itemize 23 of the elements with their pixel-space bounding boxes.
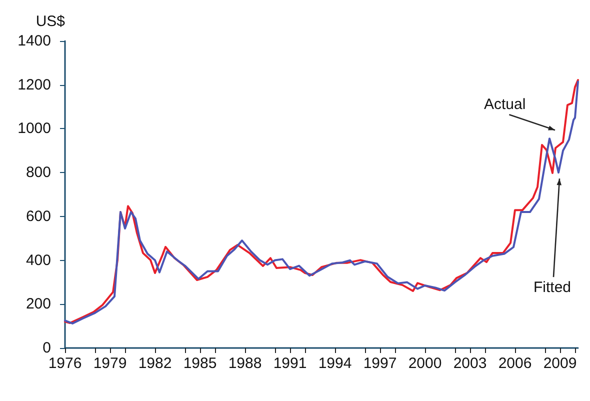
y-tick-label: 400 xyxy=(26,252,51,269)
x-tick-label: 2000 xyxy=(408,355,442,372)
y-tick-label: 800 xyxy=(26,164,51,182)
y-tick-label: 600 xyxy=(26,208,51,225)
x-tick-label: 2003 xyxy=(453,355,487,372)
x-tick-label: 1982 xyxy=(138,355,172,372)
y-tick-label: 200 xyxy=(26,296,51,313)
x-tick-label: 1991 xyxy=(273,355,307,372)
y-tick-label: 1000 xyxy=(18,120,51,138)
y-tick-label: 0 xyxy=(42,340,51,356)
x-tick-label: 1997 xyxy=(363,355,397,372)
x-tick-label: 1994 xyxy=(318,355,352,372)
x-tick-label: 2009 xyxy=(543,355,577,372)
x-tick-label: 2006 xyxy=(498,355,532,372)
text: Fitted xyxy=(534,279,572,296)
y-axis-title: US$ xyxy=(36,13,66,30)
y-tick-label: 1400 xyxy=(18,32,51,50)
text: Actual xyxy=(484,96,526,113)
x-tick-label: 1979 xyxy=(93,355,127,372)
y-tick-label: 1200 xyxy=(18,76,51,94)
x-tick-label: 1976 xyxy=(48,355,82,372)
x-tick-label: 1988 xyxy=(228,355,262,372)
x-tick-label: 1985 xyxy=(183,355,217,372)
